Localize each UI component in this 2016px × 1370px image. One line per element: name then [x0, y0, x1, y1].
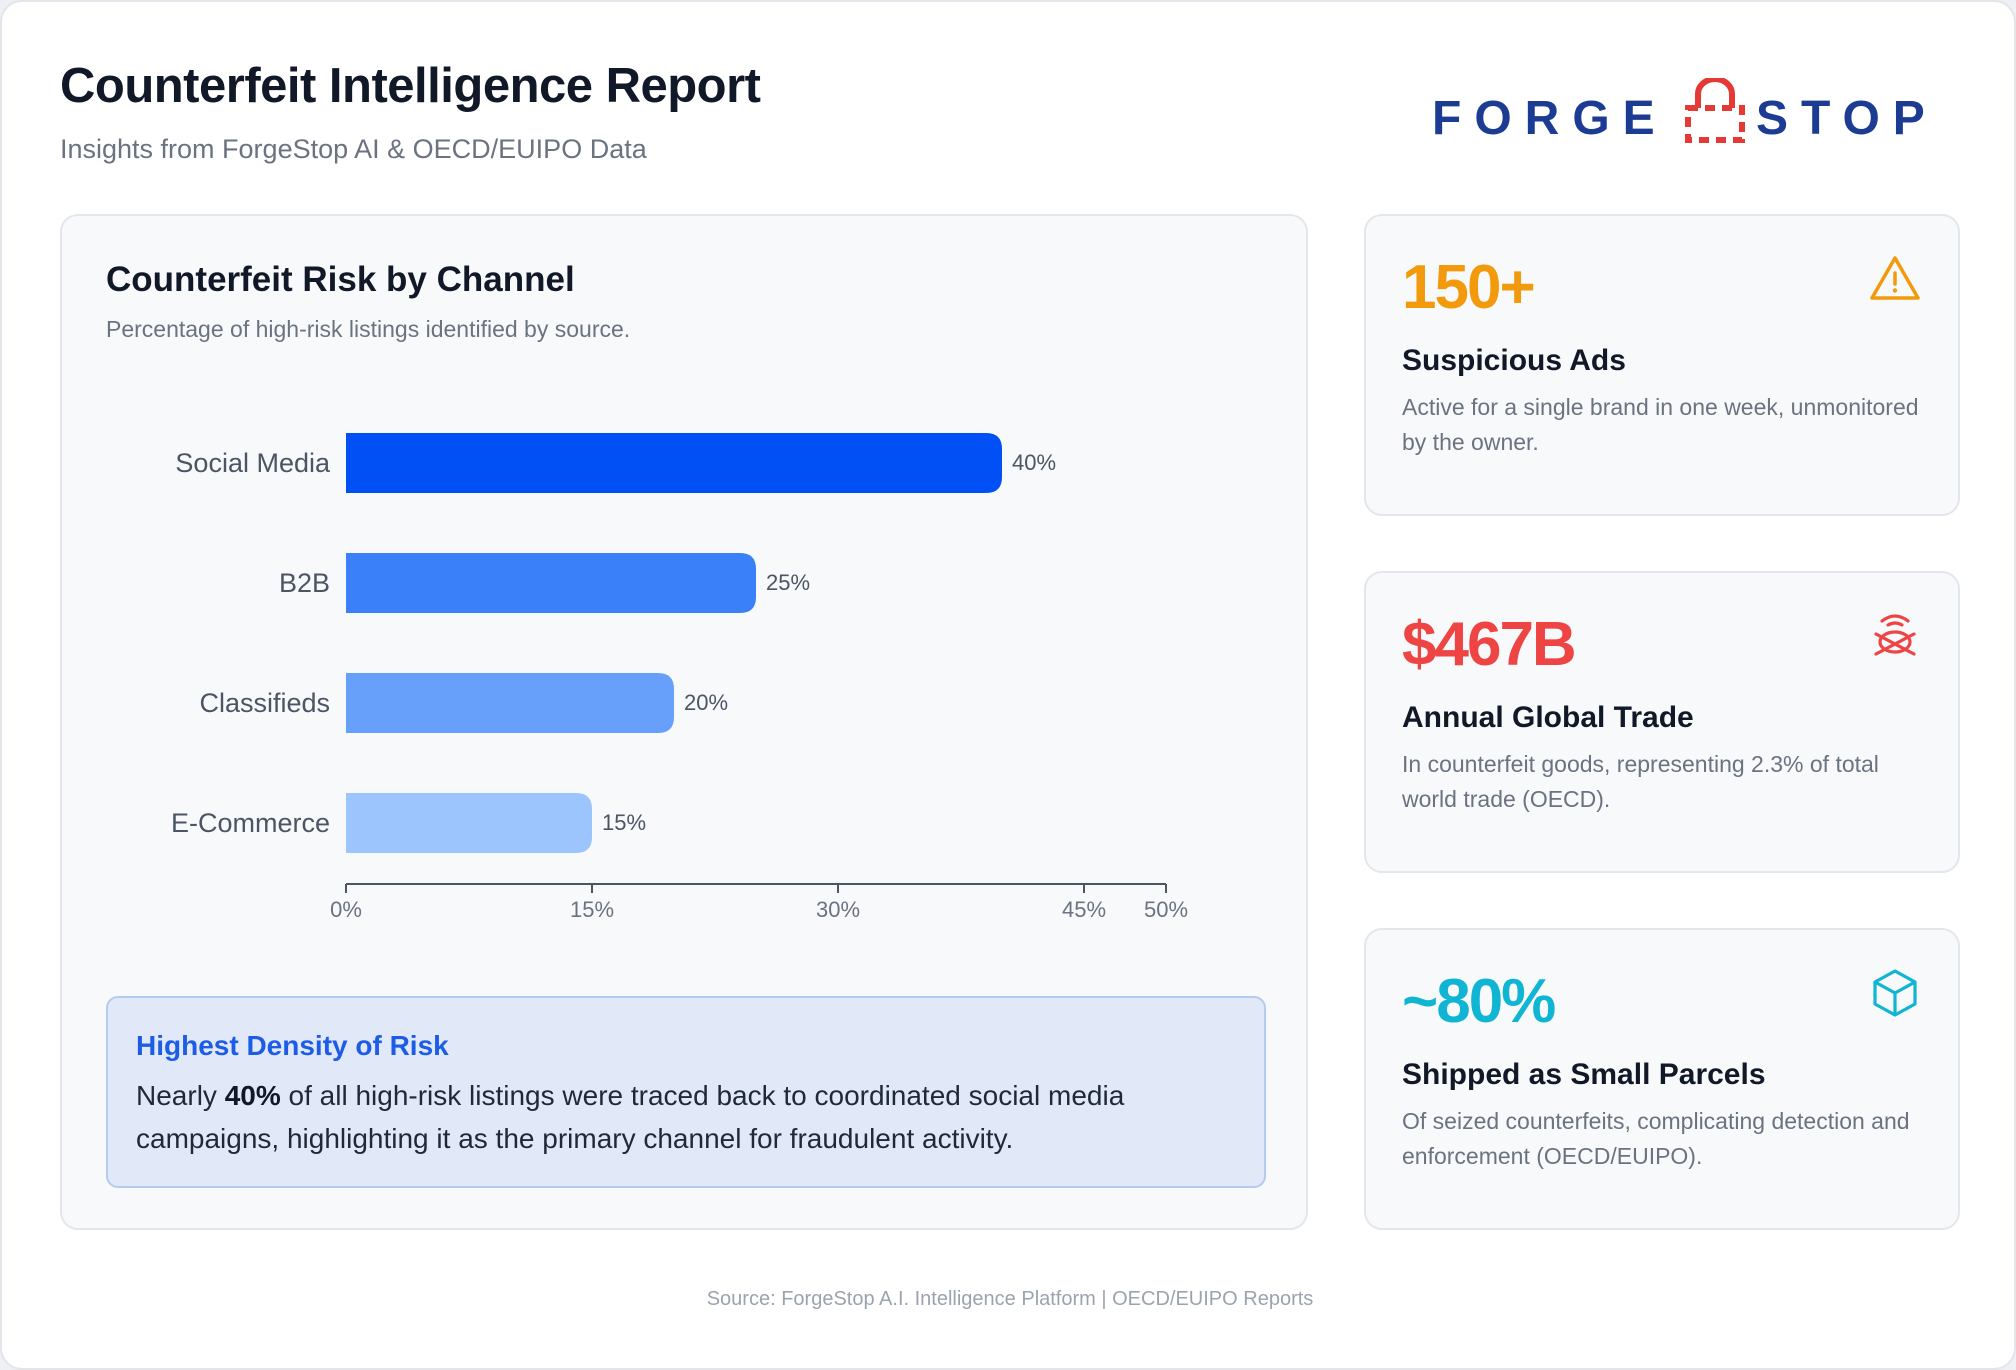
- stat-card-global-trade: $467B Annual Global Trade In counterfeit…: [1364, 571, 1960, 873]
- bar-classifieds: [346, 673, 674, 733]
- bar-social-media: [346, 433, 1002, 493]
- stat-description: In counterfeit goods, representing 2.3% …: [1402, 751, 1879, 812]
- chart-subtitle: Percentage of high-risk listings identif…: [106, 316, 631, 342]
- stat-description: Of seized counterfeits, complicating det…: [1402, 1108, 1910, 1169]
- logo-text-right: STOP: [1756, 92, 1938, 145]
- insight-text-after: of all high-risk listings were traced ba…: [136, 1080, 1125, 1154]
- stat-value: $467B: [1402, 610, 1577, 679]
- chart-card: Counterfeit Risk by Channel Percentage o…: [60, 214, 1308, 1230]
- insight-text-before: Nearly: [136, 1080, 225, 1111]
- x-tick-label: 30%: [816, 897, 860, 922]
- stat-description: Active for a single brand in one week, u…: [1402, 394, 1919, 455]
- bar-e-commerce: [346, 793, 592, 853]
- bar-chart: Social Media 40% B2B 25% Classifieds 20% E-Com…: [171, 433, 1188, 922]
- source-footer: Source: ForgeStop A.I. Intelligence Plat…: [706, 1288, 1314, 1310]
- stat-value: 150+: [1402, 253, 1536, 322]
- trade-globe-icon: [1874, 614, 1916, 656]
- data-label: 20%: [684, 690, 728, 715]
- stat-label: Annual Global Trade: [1402, 701, 1694, 734]
- data-label: 40%: [1012, 450, 1056, 475]
- category-label: E-Commerce: [171, 808, 330, 838]
- package-box-icon: [1873, 969, 1917, 1017]
- logo-text-left: FORGE: [1432, 92, 1668, 145]
- category-label: B2B: [279, 568, 330, 598]
- data-label: 15%: [602, 810, 646, 835]
- insight-callout: Highest Density of Risk Nearly 40% of al…: [106, 996, 1266, 1188]
- insight-text: Nearly 40% of all high-risk listings wer…: [136, 1074, 1236, 1160]
- page-title: Counterfeit Intelligence Report: [60, 59, 761, 113]
- stat-card-small-parcels: ~80% Shipped as Small Parcels Of seized …: [1364, 928, 1960, 1230]
- stat-card-suspicious-ads: 150+ Suspicious Ads Active for a single …: [1364, 214, 1960, 516]
- insight-title: Highest Density of Risk: [136, 1030, 449, 1061]
- warning-triangle-icon: [1870, 256, 1920, 300]
- bar-b2b: [346, 553, 756, 613]
- category-label: Social Media: [175, 448, 331, 478]
- stat-label: Shipped as Small Parcels: [1402, 1058, 1766, 1091]
- x-tick-label: 0%: [330, 897, 362, 922]
- chart-title: Counterfeit Risk by Channel: [106, 260, 575, 299]
- forgestop-logo: FORGE STOP: [1432, 78, 1938, 145]
- stat-value: ~80%: [1402, 967, 1556, 1036]
- category-label: Classifieds: [199, 688, 330, 718]
- insight-highlight: 40%: [224, 1080, 281, 1111]
- logo-lock-mark: [1685, 78, 1745, 143]
- x-tick-label: 45%: [1062, 897, 1106, 922]
- page-subtitle: Insights from ForgeStop AI & OECD/EUIPO …: [60, 134, 647, 164]
- stat-label: Suspicious Ads: [1402, 344, 1626, 377]
- x-tick-label: 15%: [570, 897, 614, 922]
- x-tick-label: 50%: [1144, 897, 1188, 922]
- data-label: 25%: [766, 570, 810, 595]
